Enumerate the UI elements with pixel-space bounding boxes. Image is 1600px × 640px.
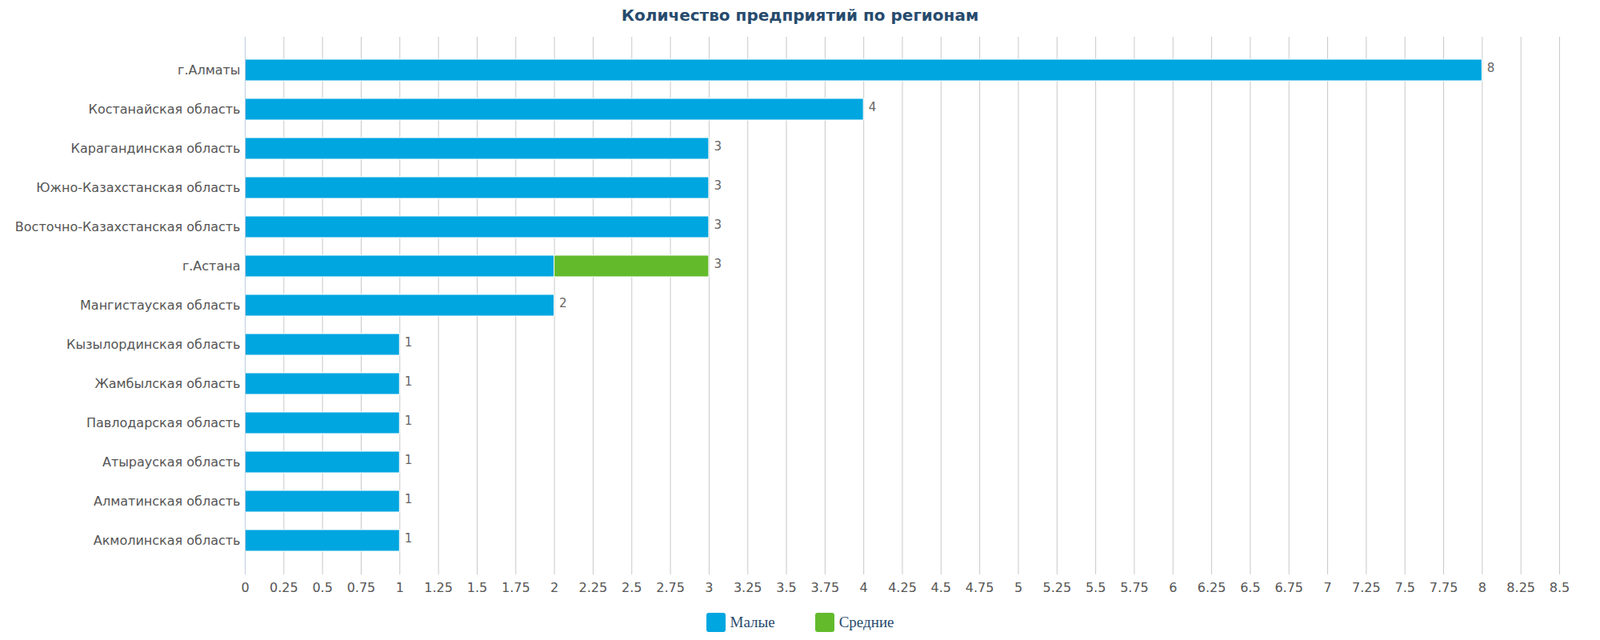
svg-text:0.5: 0.5 <box>312 580 332 596</box>
svg-text:2.5: 2.5 <box>621 580 642 596</box>
svg-text:1: 1 <box>404 413 413 428</box>
svg-text:1: 1 <box>404 374 413 389</box>
svg-text:0: 0 <box>240 580 249 596</box>
svg-text:г.Алматы: г.Алматы <box>177 62 241 78</box>
svg-text:2.25: 2.25 <box>579 580 608 596</box>
svg-text:Жамбылская область: Жамбылская область <box>94 376 240 392</box>
svg-text:Восточно-Казахстанская область: Восточно-Казахстанская область <box>15 219 241 235</box>
svg-text:4: 4 <box>860 580 868 596</box>
svg-text:Южно-Казахстанская область: Южно-Казахстанская область <box>36 180 240 196</box>
svg-text:1: 1 <box>404 335 413 350</box>
svg-text:6.75: 6.75 <box>1274 580 1304 596</box>
svg-text:4: 4 <box>868 100 877 115</box>
svg-text:Карагандинская область: Карагандинская область <box>71 140 241 156</box>
svg-text:3: 3 <box>713 139 722 154</box>
svg-text:5.75: 5.75 <box>1120 580 1149 596</box>
svg-text:2.75: 2.75 <box>656 580 685 596</box>
svg-text:4.75: 4.75 <box>965 580 995 596</box>
html-text:Количество предприятий по реги: Количество предприятий по регионам <box>621 5 979 25</box>
svg-text:3: 3 <box>713 217 722 232</box>
svg-text:3: 3 <box>704 580 713 596</box>
svg-text:Павлодарская область: Павлодарская область <box>86 415 241 431</box>
svg-text:0.75: 0.75 <box>347 580 376 596</box>
svg-text:3: 3 <box>713 178 722 193</box>
svg-text:0.25: 0.25 <box>269 580 299 596</box>
svg-text:3.75: 3.75 <box>811 580 840 596</box>
svg-text:8: 8 <box>1478 580 1487 596</box>
svg-text:1.5: 1.5 <box>467 580 488 596</box>
svg-text:Акмолинская область: Акмолинская область <box>93 532 241 548</box>
svg-text:5.5: 5.5 <box>1085 580 1106 596</box>
svg-text:Алматинская область: Алматинская область <box>93 493 240 509</box>
svg-text:Атырауская область: Атырауская область <box>102 454 241 470</box>
html-text:Малые: Малые <box>730 613 775 631</box>
svg-text:1.75: 1.75 <box>501 580 531 596</box>
svg-text:6.5: 6.5 <box>1240 580 1260 596</box>
svg-text:1: 1 <box>404 531 413 546</box>
svg-text:1: 1 <box>404 452 413 468</box>
svg-text:Мангистауская область: Мангистауская область <box>80 297 240 313</box>
svg-text:4.25: 4.25 <box>888 580 917 596</box>
svg-text:7.25: 7.25 <box>1352 580 1381 596</box>
svg-text:1: 1 <box>404 492 413 507</box>
svg-text:3: 3 <box>713 256 722 272</box>
svg-text:8.5: 8.5 <box>1549 580 1570 596</box>
svg-text:3.5: 3.5 <box>776 580 796 596</box>
svg-text:4.5: 4.5 <box>931 580 952 596</box>
svg-text:Костанайская область: Костанайская область <box>88 101 241 117</box>
svg-text:7: 7 <box>1323 580 1332 596</box>
svg-text:7.5: 7.5 <box>1394 580 1415 596</box>
svg-text:6.25: 6.25 <box>1197 580 1227 596</box>
svg-text:8.25: 8.25 <box>1506 580 1536 596</box>
svg-text:6: 6 <box>1168 580 1177 596</box>
svg-text:7.75: 7.75 <box>1429 580 1459 596</box>
svg-text:1.25: 1.25 <box>424 580 453 596</box>
svg-text:8: 8 <box>1487 60 1496 76</box>
svg-text:5: 5 <box>1014 580 1023 596</box>
svg-text:5.25: 5.25 <box>1042 580 1072 596</box>
html-text:Средние: Средние <box>838 613 894 631</box>
svg-text:Кызылординская область: Кызылординская область <box>66 336 240 352</box>
svg-text:2: 2 <box>559 296 568 311</box>
svg-text:г.Астана: г.Астана <box>182 258 241 274</box>
svg-text:2: 2 <box>550 580 559 596</box>
svg-text:3.25: 3.25 <box>733 580 763 596</box>
svg-text:1: 1 <box>396 580 404 596</box>
